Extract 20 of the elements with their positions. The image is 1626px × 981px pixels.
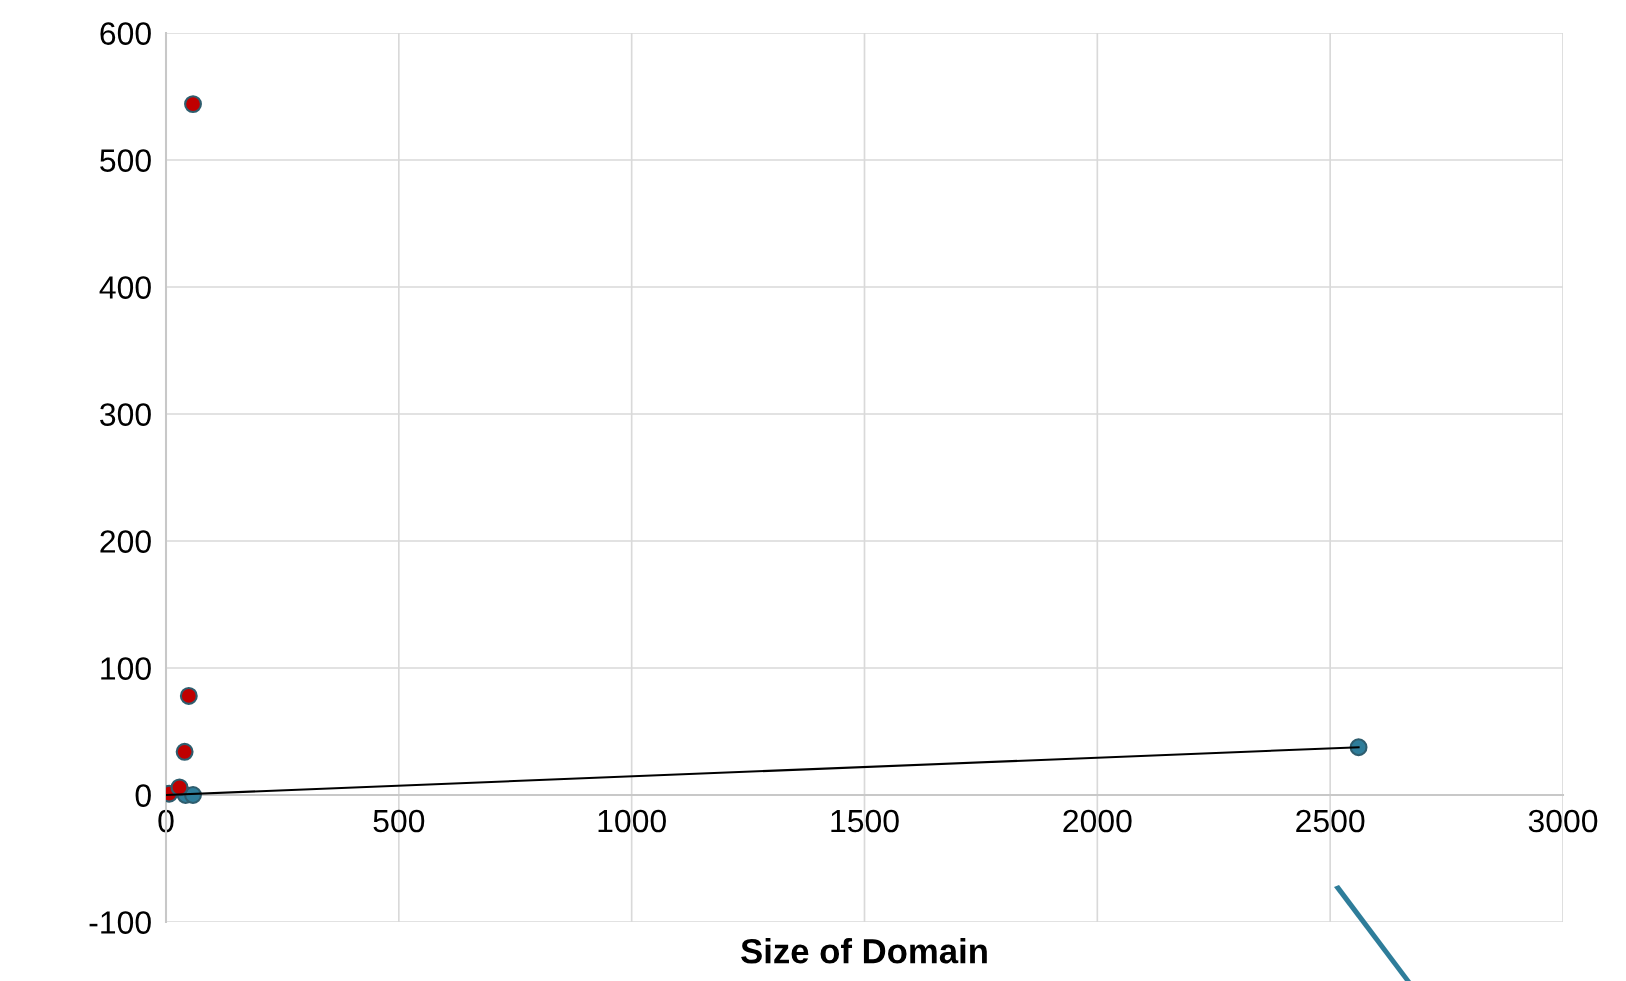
y-tick-label: 600 [100, 22, 151, 45]
x-axis-title: Size of Domain [741, 938, 987, 964]
point [179, 686, 198, 705]
x-tick-label: 2500 [1296, 809, 1365, 833]
point [1349, 738, 1368, 757]
y-tick-label: 100 [101, 657, 151, 680]
y-tick-label: 0 [135, 784, 151, 807]
x-tick-label: 3000 [1528, 809, 1598, 833]
point [175, 742, 194, 761]
y-tick-label: 200 [100, 530, 151, 553]
x-tick-label: 1500 [831, 809, 899, 833]
y-tick-label: -100 [89, 911, 151, 934]
y-tick-label: 500 [100, 149, 151, 172]
point [184, 95, 202, 114]
x-tick-label: 500 [373, 809, 425, 833]
y-tick-label: 400 [99, 276, 151, 299]
x-tick-label: 2000 [1063, 809, 1132, 833]
x-tick-label: 1000 [598, 809, 666, 833]
point [170, 778, 189, 797]
y-tick-label: 300 [100, 403, 151, 426]
